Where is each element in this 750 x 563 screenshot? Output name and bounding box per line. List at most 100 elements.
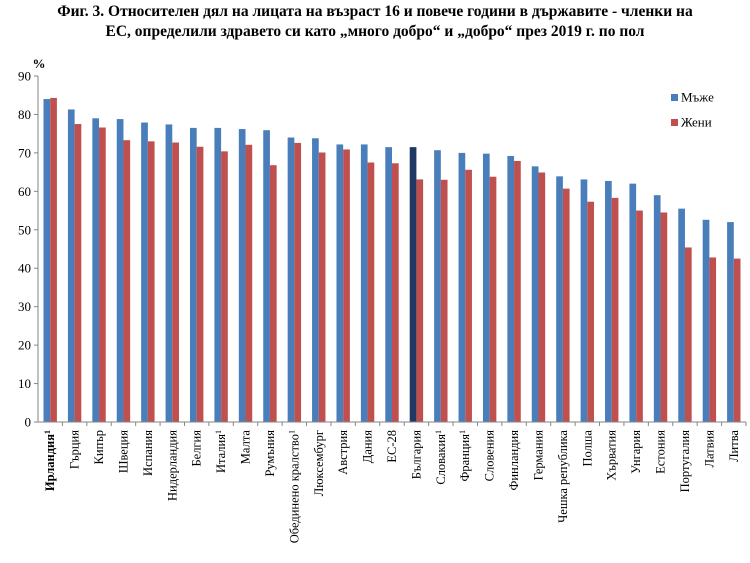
- x-tick-label-footnote: 1: [214, 430, 223, 434]
- bar-women: [318, 152, 326, 422]
- x-tick-label: Естония: [654, 430, 668, 474]
- bar-women: [611, 197, 619, 422]
- x-tick-label: Нидерландия: [165, 430, 179, 501]
- bar-women: [440, 179, 448, 422]
- x-tick-label-text: Португалия: [678, 430, 692, 493]
- x-tick-label: Хърватия: [605, 430, 619, 481]
- legend-swatch-women: [671, 119, 678, 126]
- bars: [43, 97, 741, 423]
- bar-women: [416, 179, 424, 422]
- legend: Мъже Жени: [671, 90, 714, 130]
- x-tick-label-text: Унгария: [629, 430, 643, 474]
- x-tick-label-text: Франция: [458, 434, 472, 482]
- x-tick-label-text: Германия: [531, 430, 545, 481]
- bar-men: [605, 180, 612, 422]
- x-tick-label: Австрия: [336, 430, 350, 475]
- x-tick-label-text: Австрия: [336, 430, 350, 475]
- bar-women: [587, 201, 595, 422]
- bar-women: [147, 141, 155, 422]
- y-tick-label: 30: [18, 299, 31, 314]
- bar-women: [196, 146, 204, 422]
- x-tick-label-text: Белгия: [190, 430, 204, 467]
- legend-swatch-men: [671, 94, 678, 101]
- x-tick-label-text: Румъния: [263, 430, 277, 477]
- x-tick-label: Швеция: [116, 430, 130, 473]
- x-tick-label: Дания: [361, 430, 375, 463]
- bar-women: [172, 142, 179, 422]
- x-tick-label: Унгария: [629, 430, 643, 474]
- x-tick-label: Гърция: [68, 430, 82, 469]
- bar-women: [392, 163, 399, 422]
- bar-men: [629, 183, 637, 422]
- bar-women: [99, 127, 106, 422]
- y-tick-label: 70: [18, 145, 31, 160]
- x-tick-label-footnote: 1: [458, 430, 467, 434]
- y-tick-label: 20: [18, 338, 31, 353]
- y-tick-label: 0: [25, 415, 32, 430]
- x-tick-label: Германия: [531, 430, 545, 481]
- x-tick-label: Белгия: [190, 430, 204, 467]
- x-tick-label: Малта: [239, 430, 253, 465]
- y-tick-label: 40: [18, 261, 31, 276]
- bar-men: [141, 122, 148, 423]
- x-tick-label-text: Малта: [239, 430, 253, 465]
- bar-men: [580, 179, 588, 422]
- bar-women: [709, 257, 717, 422]
- bar-men: [67, 109, 75, 423]
- x-tick-label-text: Гърция: [68, 430, 82, 469]
- x-tick-label: ЕС-28: [385, 430, 399, 463]
- bar-men: [507, 155, 515, 422]
- y-tick-label: 50: [18, 222, 31, 237]
- bar-women: [269, 165, 277, 423]
- bar-men: [678, 208, 685, 422]
- x-tick-label-text: Нидерландия: [165, 430, 179, 501]
- x-tick-label: Чешка република: [556, 430, 570, 523]
- x-tick-label-text: Хърватия: [605, 430, 619, 481]
- y-tick-label: 10: [18, 376, 31, 391]
- x-tick-label: Словения: [483, 430, 497, 482]
- bar-women: [538, 172, 546, 422]
- x-tick-label-text: Чешка република: [556, 430, 570, 523]
- bar-men: [189, 127, 197, 423]
- bar-women: [660, 212, 668, 422]
- bar-men: [702, 219, 710, 422]
- chart-title-line-1: Фиг. 3. Относителен дял на лицата на въз…: [57, 3, 693, 20]
- x-axis: Ирландия1 Гърция Кипър Швеция Испания Нидерла…: [38, 421, 747, 543]
- bar-men: [531, 166, 539, 422]
- x-tick-label-text: Словения: [483, 430, 497, 482]
- y-axis: 0 10 20 30 40 50 60 70 80 90%: [18, 56, 46, 430]
- chart-title: Фиг. 3. Относителен дял на лицата на въз…: [0, 2, 750, 42]
- x-tick-label-text: Полша: [580, 430, 594, 467]
- x-tick-label-text: Люксембург: [312, 430, 326, 496]
- bar-women: [514, 160, 521, 422]
- bar-men: [727, 222, 734, 422]
- x-tick-label-text: България: [409, 430, 423, 479]
- bar-women: [562, 188, 570, 422]
- y-axis-unit-label: %: [33, 56, 46, 71]
- x-tick-label-text: Испания: [141, 430, 155, 476]
- x-tick-label: Полша: [580, 430, 594, 467]
- bar-men: [165, 124, 173, 422]
- x-tick-label-text: Словакия: [434, 434, 448, 485]
- bar-men: [458, 152, 466, 422]
- bar-women: [465, 169, 472, 422]
- bar-men: [360, 144, 368, 423]
- bar-women: [294, 142, 302, 423]
- x-tick-label-text: Дания: [361, 430, 375, 463]
- bar-women: [367, 162, 375, 422]
- bar-men: [287, 137, 295, 422]
- bar-men: [92, 118, 100, 423]
- bar-men: [43, 99, 51, 423]
- legend-label-women: Жени: [681, 115, 712, 130]
- bar-men: [336, 144, 344, 423]
- x-tick-label-footnote: 1: [434, 430, 443, 434]
- bar-men: [263, 130, 270, 422]
- x-tick-label-text: Кипър: [92, 430, 106, 464]
- x-tick-label-text: Обединено кралство: [287, 434, 301, 543]
- bar-women: [74, 124, 82, 423]
- x-tick-label: Люксембург: [312, 430, 326, 496]
- x-tick-label: Обединено кралство1: [287, 430, 301, 543]
- bar-men: [214, 127, 222, 423]
- x-tick-label-text: Италия: [214, 434, 228, 473]
